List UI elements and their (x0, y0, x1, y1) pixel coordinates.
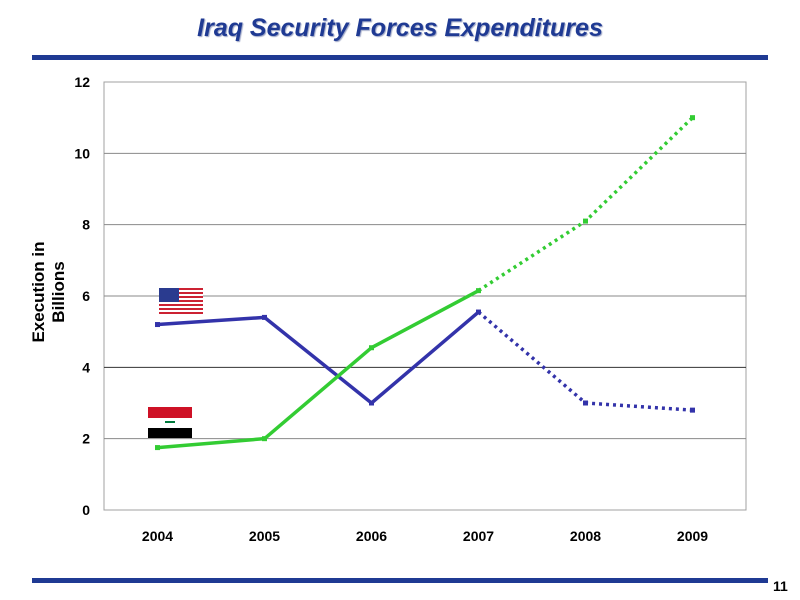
x-tick-label: 2006 (356, 528, 387, 544)
gridlines (104, 152, 746, 440)
us-flag-icon (159, 288, 203, 314)
x-tick-label: 2004 (142, 528, 173, 544)
x-tick-label: 2005 (249, 528, 280, 544)
series-1-point (583, 218, 588, 224)
y-tick-label: 12 (74, 74, 90, 90)
series-0-point (262, 314, 267, 320)
y-tick-label: 4 (82, 359, 90, 375)
series-0-actual-line (157, 310, 480, 405)
series-0-point (369, 400, 374, 406)
y-tick-label: 10 (74, 145, 90, 161)
series-lines (155, 115, 695, 451)
y-tick-label: 6 (82, 288, 90, 304)
y-tick-label: 0 (82, 502, 90, 518)
page-number: 11 (773, 578, 788, 594)
series-0-point (583, 400, 588, 406)
x-tick-label: 2008 (570, 528, 601, 544)
y-tick-label: 2 (82, 431, 90, 447)
series-0-point (476, 309, 481, 315)
x-tick-labels: 2004 2005 2006 2007 2008 2009 (142, 528, 708, 544)
series-1-point (155, 445, 160, 451)
series-0-point (155, 322, 160, 328)
iraq-flag-icon (148, 407, 192, 438)
x-tick-label: 2007 (463, 528, 494, 544)
series-1-point (476, 288, 481, 294)
series-1-point (262, 436, 267, 442)
page-title: Iraq Security Forces Expenditures (197, 14, 603, 42)
bottom-rule (32, 578, 768, 583)
top-rule (32, 55, 768, 60)
y-tick-labels: 0 2 4 6 8 10 12 (74, 74, 90, 518)
x-tick-label: 2009 (677, 528, 708, 544)
series-1-point (690, 115, 695, 121)
series-1-actual-line (157, 289, 480, 450)
series-0-point (690, 407, 695, 413)
series-1-point (369, 345, 374, 351)
y-tick-label: 8 (82, 217, 90, 233)
